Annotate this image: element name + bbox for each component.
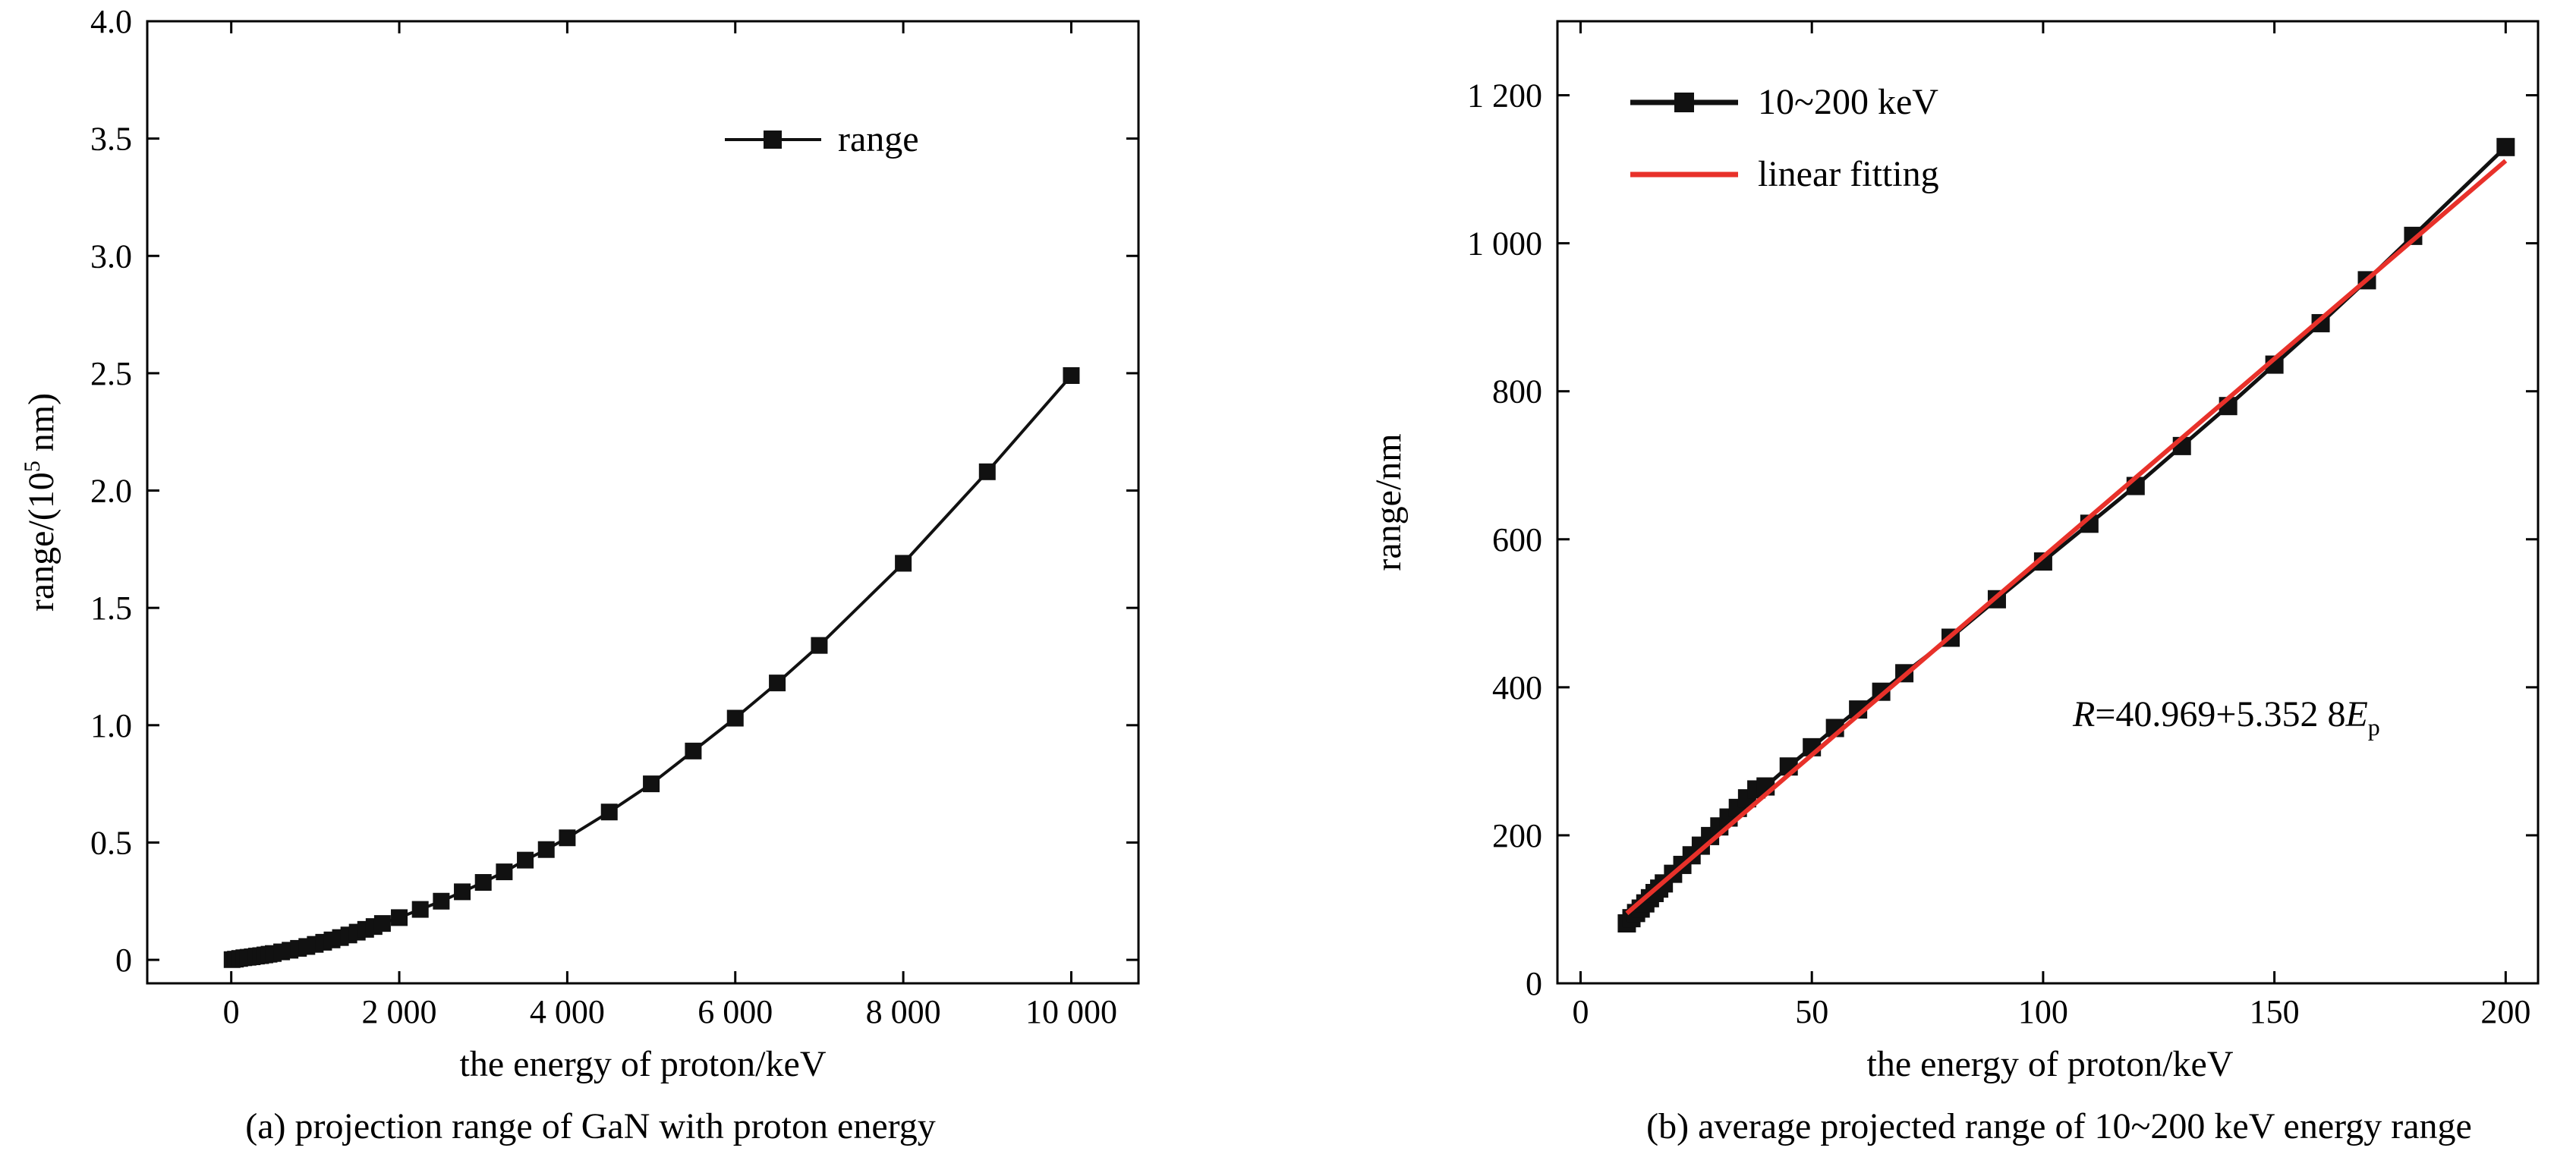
panel-b-caption: (b) average projected range of 10~200 ke… [1646,1106,2472,1146]
panel-a-y-ticks: 0 0.5 1.0 1.5 2.0 2.5 3.0 3.5 4.0 [90,3,1138,979]
x-tick-label: 0 [1572,993,1589,1030]
data-point-marker [600,803,618,821]
data-point-marker [726,709,744,727]
data-point-marker [517,851,534,869]
x-tick-label: 10 000 [1025,993,1117,1030]
y-tick-label: 600 [1492,521,1542,558]
legend-marker-range [764,131,782,149]
y-tick-label: 4.0 [90,3,132,40]
legend-label-linear-fitting: linear fitting [1758,154,1939,194]
y-tick-label: 0 [1526,965,1542,1002]
x-tick-label: 0 [223,993,240,1030]
panel-b-legend: 10~200 keV linear fitting [1630,82,1939,194]
data-point-marker [769,675,786,692]
panel-a-y-axis-title: range/(105 nm) [20,393,61,612]
x-tick-label: 150 [2250,993,2300,1030]
fit-equation-annotation: R=40.969+5.352 8Ep [2072,694,2380,741]
y-tick-label: 1 000 [1467,225,1542,263]
y-tick-label: 2.0 [90,473,132,510]
y-tick-label: 2.5 [90,355,132,392]
data-point-marker [811,637,828,654]
fit-equation-r: R [2072,694,2095,734]
data-point-marker [373,915,391,932]
fit-equation-subscript: p [2368,713,2380,741]
y-tick-label: 200 [1492,817,1542,854]
x-tick-label: 100 [2018,993,2068,1030]
legend-marker-measured [1674,93,1694,112]
data-point-marker [433,892,450,910]
data-point-marker [559,829,576,847]
panel-a-y-axis-title-sup: 5 [20,461,45,472]
fit-equation-e: E [2345,694,2367,734]
y-tick-label: 1 200 [1467,77,1542,115]
y-tick-label: 1.0 [90,707,132,744]
data-point-marker [474,874,492,892]
y-tick-label: 800 [1492,373,1542,410]
panel-a-y-axis-title-main: range/(10 [21,472,61,612]
panel-b-chart: 0 50 100 150 200 0 200 400 600 800 1 000 1 200 10~… [1368,20,2540,1146]
panel-b-y-ticks: 0 200 400 600 800 1 000 1 200 [1467,77,2538,1002]
data-point-marker [2496,137,2515,156]
legend-label-range: range [838,119,919,159]
x-tick-label: 4 000 [530,993,605,1030]
x-tick-label: 6 000 [698,993,773,1030]
panel-b-plot-frame [1556,20,2540,985]
linear-fit-line [1625,159,2508,916]
x-tick-label: 200 [2480,993,2530,1030]
data-point-marker [411,901,429,918]
data-point-marker [391,909,408,926]
data-point-marker [643,775,660,793]
panel-b-series [1617,137,2515,932]
fit-equation-body: =40.969+5.352 8 [2095,694,2345,734]
data-point-marker [454,883,471,901]
y-tick-label: 3.5 [90,121,132,158]
y-tick-label: 0.5 [90,824,132,861]
y-tick-label: 1.5 [90,590,132,627]
panel-a-plot-frame [146,20,1140,985]
panel-a-legend: range [725,119,919,159]
x-tick-label: 2 000 [362,993,437,1030]
data-point-marker [537,841,555,858]
y-tick-label: 3.0 [90,237,132,275]
data-point-marker [978,463,996,480]
legend-label-measured: 10~200 keV [1758,82,1938,122]
y-tick-label: 0 [115,942,132,979]
panel-a-caption: (a) projection range of GaN with proton … [245,1106,935,1146]
panel-b-x-ticks: 0 50 100 150 200 [1572,21,2530,1030]
y-tick-label: 400 [1492,669,1542,706]
series-line [231,374,1073,961]
x-tick-label: 50 [1795,993,1828,1030]
data-point-marker [895,555,912,572]
panel-a-x-ticks: 0 2 000 4 000 6 000 8 000 10 000 [223,21,1117,1030]
panel-a-series [223,366,1080,968]
panel-a-x-axis-title: the energy of proton/keV [460,1044,827,1084]
panel-b-y-axis-title: range/nm [1368,433,1409,571]
data-point-marker [496,863,513,881]
data-point-marker [685,742,702,759]
panel-b-x-axis-title: the energy of proton/keV [1867,1044,2234,1084]
x-tick-label: 8 000 [866,993,941,1030]
data-point-marker [1063,366,1080,384]
panel-a-y-axis-title-tail: nm) [21,393,61,461]
panel-a-chart: 0 2 000 4 000 6 000 8 000 10 000 0 0.5 1.0 1.5 2.… [20,3,1140,1146]
